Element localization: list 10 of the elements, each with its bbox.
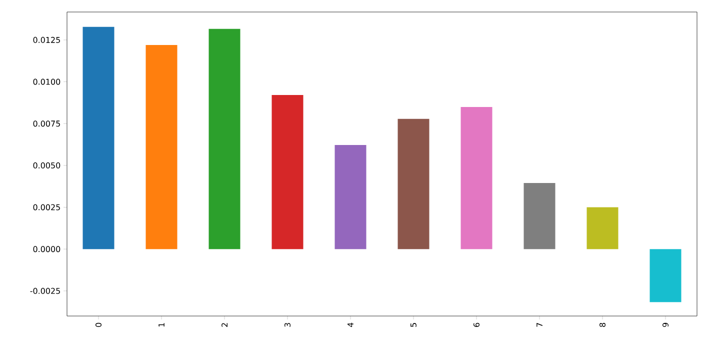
bar bbox=[398, 118, 430, 250]
bar bbox=[334, 145, 366, 250]
bar bbox=[460, 107, 492, 250]
bar bbox=[82, 26, 114, 250]
bar bbox=[208, 28, 240, 250]
bar bbox=[524, 182, 556, 250]
bar bbox=[586, 207, 618, 250]
bar bbox=[146, 44, 178, 250]
bar bbox=[650, 249, 682, 302]
bar bbox=[272, 94, 304, 250]
